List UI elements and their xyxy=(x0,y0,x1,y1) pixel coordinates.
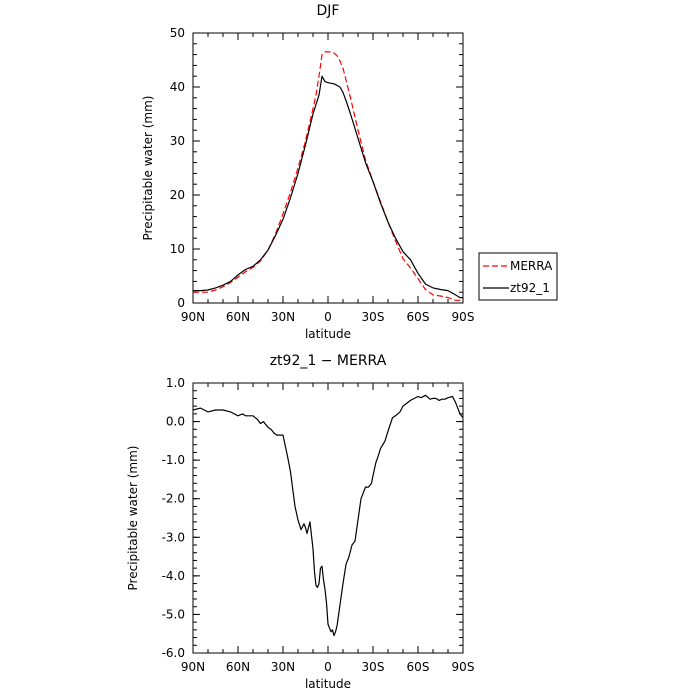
top-chart-frame xyxy=(192,32,464,304)
bottom-chart-x-tick-label: 30N xyxy=(271,660,295,674)
bottom-chart-x-tick-label: 90S xyxy=(452,660,475,674)
top-chart-x-tick-label: 30N xyxy=(271,310,295,324)
top-chart-series-zt92-1-line xyxy=(193,75,463,299)
bottom-chart-y-tick-label: -5.0 xyxy=(162,607,185,621)
bottom-chart-y-tick-label: -4.0 xyxy=(162,569,185,583)
bottom-chart-x-tick-label: 0 xyxy=(324,660,332,674)
bottom-chart-y-tick-label: 0.0 xyxy=(166,415,185,429)
bottom-chart-x-tick-label: 60S xyxy=(407,660,430,674)
legend-box xyxy=(478,252,558,301)
top-chart-y-tick-label: 10 xyxy=(170,242,185,256)
bottom-chart-y-tick-label: -3.0 xyxy=(162,530,185,544)
top-chart-y-tick-label: 30 xyxy=(170,134,185,148)
top-chart-x-tick-label: 60N xyxy=(226,310,250,324)
bottom-chart-series-difference-line xyxy=(193,394,463,637)
bottom-chart-y-axis-label: Precipitable water (mm) xyxy=(126,446,140,591)
top-chart-title: DJF xyxy=(317,3,340,19)
top-chart-x-tick-label: 90N xyxy=(181,310,205,324)
bottom-chart-x-tick-label: 90N xyxy=(181,660,205,674)
top-chart-y-tick-label: 50 xyxy=(170,26,185,40)
bottom-chart-title: zt92_1 − MERRA xyxy=(270,353,387,369)
bottom-chart-y-tick-label: 1.0 xyxy=(166,376,185,390)
bottom-chart-y-tick-label: -2.0 xyxy=(162,492,185,506)
top-chart-x-axis-label: latitude xyxy=(305,327,351,341)
top-chart-y-tick-label: 0 xyxy=(177,296,185,310)
bottom-chart-x-axis-label: latitude xyxy=(305,677,351,691)
bottom-chart-x-tick-label: 30S xyxy=(362,660,385,674)
bottom-chart-y-tick-label: -1.0 xyxy=(162,453,185,467)
bottom-chart-y-tick-label: -6.0 xyxy=(162,646,185,660)
top-chart-x-tick-label: 0 xyxy=(324,310,332,324)
top-chart-series-merra-line xyxy=(193,51,463,301)
top-chart-y-axis-label: Precipitable water (mm) xyxy=(141,96,155,241)
top-chart-x-tick-label: 60S xyxy=(407,310,430,324)
bottom-chart-x-tick-label: 60N xyxy=(226,660,250,674)
top-chart-x-tick-label: 90S xyxy=(452,310,475,324)
top-chart-y-tick-label: 40 xyxy=(170,80,185,94)
top-chart-x-tick-label: 30S xyxy=(362,310,385,324)
legend-label-zt92-1: zt92_1 xyxy=(510,281,550,295)
bottom-chart-frame xyxy=(192,382,464,654)
top-chart-y-tick-label: 20 xyxy=(170,188,185,202)
legend-label-merra: MERRA xyxy=(510,259,553,273)
